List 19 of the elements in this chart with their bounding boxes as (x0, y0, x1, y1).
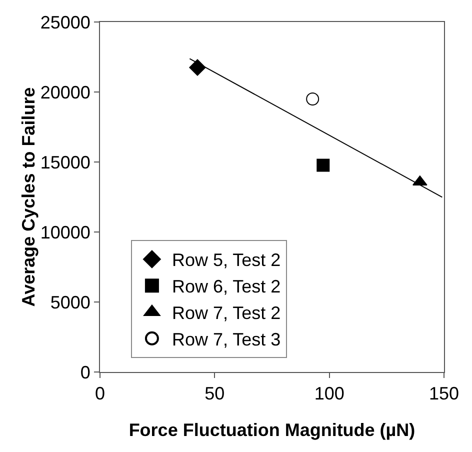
point (316, 158, 330, 172)
x-tick-label: 100 (314, 384, 344, 404)
x-axis-title: Force Fluctuation Magnitude (µN) (128, 420, 416, 440)
legend-label: Row 6, Test 2 (172, 276, 281, 297)
x-tick-label: 50 (204, 384, 225, 404)
y-tick-label: 15000 (40, 152, 90, 172)
legend-label: Row 7, Test 2 (172, 303, 281, 324)
point (189, 59, 206, 76)
legend-label: Row 5, Test 2 (172, 250, 281, 270)
y-tick-label: 20000 (40, 82, 90, 102)
y-tick-label: 0 (80, 362, 90, 382)
x-tick-label: 0 (94, 384, 106, 404)
x-tick-label: 150 (428, 384, 460, 404)
y-tick-label: 25000 (40, 12, 90, 32)
legend-label: Row 7, Test 3 (172, 329, 281, 350)
y-tick-label: 5000 (50, 292, 90, 312)
y-axis-title: Average Cycles to Failure (18, 87, 38, 307)
point (306, 92, 320, 106)
y-tick-label: 10000 (40, 222, 90, 242)
